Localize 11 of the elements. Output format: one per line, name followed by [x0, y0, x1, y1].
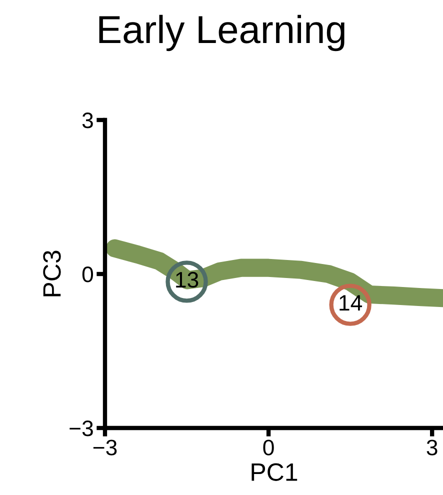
y-tick-label: 3: [82, 112, 93, 128]
y-axis-title: PC3: [43, 250, 61, 296]
x-tick-label: −3: [93, 440, 117, 456]
x-tick-label: 0: [263, 440, 274, 456]
x-axis-title: PC1: [252, 463, 298, 481]
annotation: 14: [340, 295, 362, 311]
annotation: 13: [176, 272, 198, 288]
x-tick-label: 3: [426, 440, 438, 456]
y-tick-label: −3: [70, 420, 93, 436]
chart-title: Early Learning: [99, 14, 344, 52]
y-tick-label: 0: [82, 266, 94, 282]
